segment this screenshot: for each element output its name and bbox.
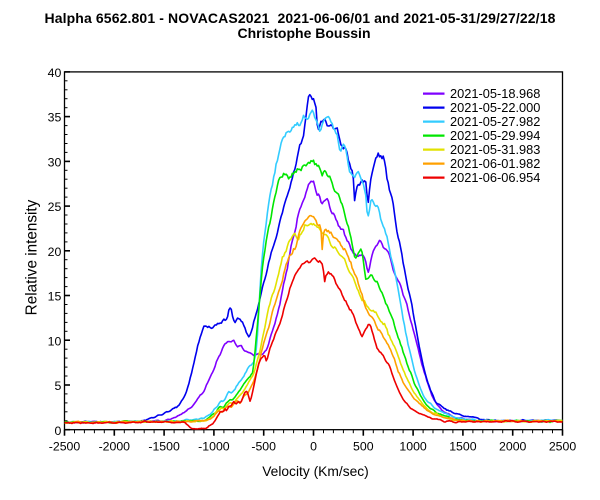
svg-text:-2500: -2500: [49, 440, 81, 454]
svg-text:0: 0: [310, 440, 317, 454]
svg-text:Relative intensity: Relative intensity: [24, 199, 41, 315]
svg-text:2000: 2000: [499, 440, 527, 454]
svg-text:10: 10: [48, 334, 62, 348]
svg-text:2021-05-22.000: 2021-05-22.000: [450, 100, 540, 115]
svg-text:5: 5: [54, 379, 61, 393]
svg-text:1000: 1000: [399, 440, 427, 454]
svg-text:2021-06-06.954: 2021-06-06.954: [450, 170, 540, 185]
svg-text:2021-05-27.982: 2021-05-27.982: [450, 114, 540, 129]
svg-text:-500: -500: [251, 440, 276, 454]
svg-text:-2000: -2000: [99, 440, 131, 454]
svg-text:15: 15: [48, 290, 62, 304]
svg-text:-1500: -1500: [148, 440, 180, 454]
svg-text:40: 40: [48, 66, 62, 80]
svg-text:0: 0: [54, 424, 61, 438]
svg-text:-1000: -1000: [198, 440, 230, 454]
svg-text:25: 25: [48, 200, 62, 214]
svg-text:20: 20: [48, 245, 62, 259]
svg-text:2021-05-18.968: 2021-05-18.968: [450, 86, 540, 101]
svg-text:2500: 2500: [549, 440, 577, 454]
svg-text:30: 30: [48, 156, 62, 170]
svg-text:2021-06-01.982: 2021-06-01.982: [450, 156, 540, 171]
svg-text:35: 35: [48, 111, 62, 125]
svg-text:2021-05-31.983: 2021-05-31.983: [450, 142, 540, 157]
svg-text:500: 500: [353, 440, 374, 454]
svg-text:2021-05-29.994: 2021-05-29.994: [450, 128, 540, 143]
svg-text:1500: 1500: [449, 440, 477, 454]
svg-text:Velocity (Km/sec): Velocity (Km/sec): [262, 464, 369, 479]
